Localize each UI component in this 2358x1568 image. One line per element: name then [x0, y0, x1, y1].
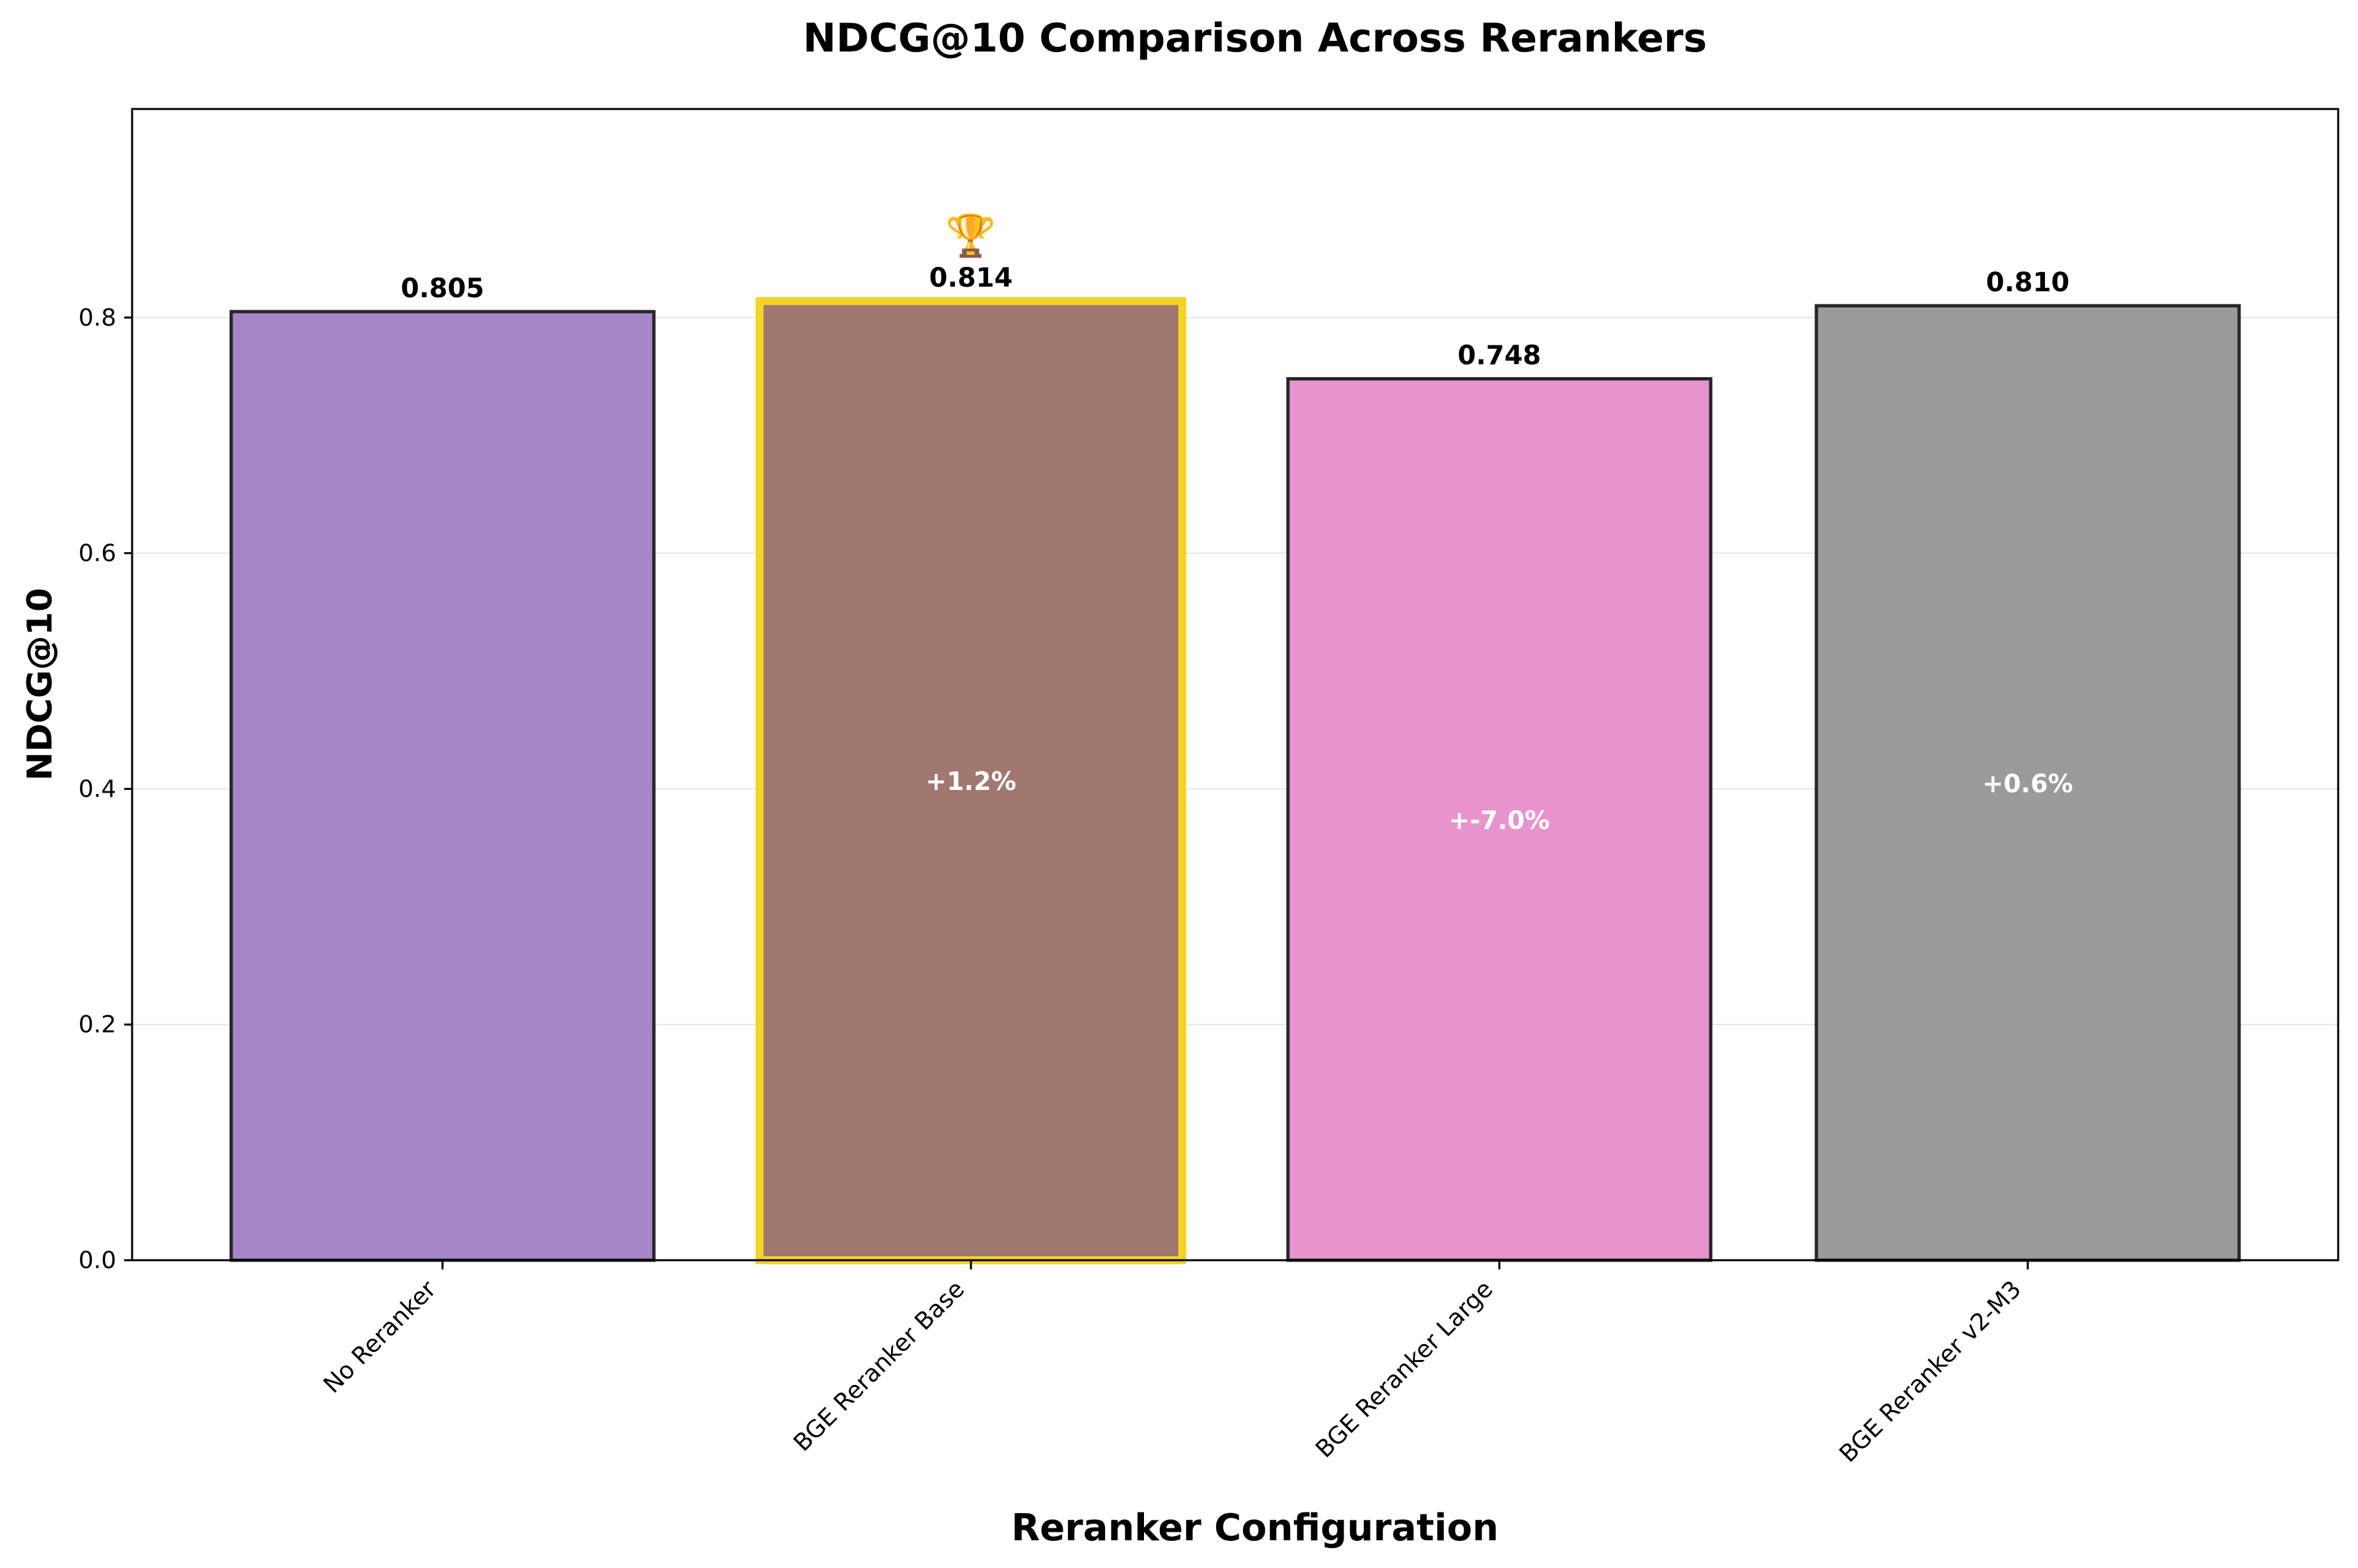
y-tick-label: 0.6	[79, 540, 116, 567]
chart-title: NDCG@10 Comparison Across Rerankers	[803, 15, 1707, 61]
bar-delta-label: +1.2%	[925, 767, 1016, 796]
x-axis-ticks: No Reranker BGE Reranker Base BGE Reranker…	[318, 1260, 2029, 1468]
bar-delta-label: +-7.0%	[1448, 806, 1550, 835]
bar-bge-reranker-v2-m3	[1814, 304, 2241, 1262]
bar-delta-label: +0.6%	[1982, 769, 2073, 798]
bar-bge-reranker-base	[756, 297, 1186, 1264]
y-axis-ticks: 0.0 0.2 0.4 0.6 0.8	[79, 304, 132, 1274]
y-axis-label: NDCG@10	[20, 588, 60, 781]
y-tick-label: 0.4	[79, 775, 116, 802]
bar-value-label: 0.810	[1986, 267, 2070, 298]
bar-bge-reranker-large	[1286, 377, 1713, 1262]
x-tick-label: BGE Reranker Large	[1310, 1275, 1498, 1463]
bar-value-label: 0.814	[929, 263, 1013, 293]
trophy-icon: 🏆	[945, 211, 996, 260]
y-tick-label: 0.8	[79, 304, 116, 332]
plot-frame	[131, 108, 2340, 1262]
y-tick-label: 0.2	[79, 1011, 116, 1038]
x-tick-label: No Reranker	[318, 1275, 441, 1398]
x-axis-label: Reranker Configuration	[1011, 1507, 1499, 1550]
bar-value-label: 0.805	[401, 273, 485, 304]
bar-no-reranker	[229, 310, 656, 1262]
x-tick-label: BGE Reranker Base	[789, 1275, 970, 1456]
y-tick-label: 0.0	[79, 1247, 116, 1274]
bar-value-label: 0.748	[1458, 341, 1542, 371]
bars: 0.805 0.814 +1.2% 🏆 0.748 +-7.0% 0.810 +0.6%	[229, 211, 2241, 1264]
x-tick-label: BGE Reranker v2-M3	[1834, 1275, 2026, 1468]
